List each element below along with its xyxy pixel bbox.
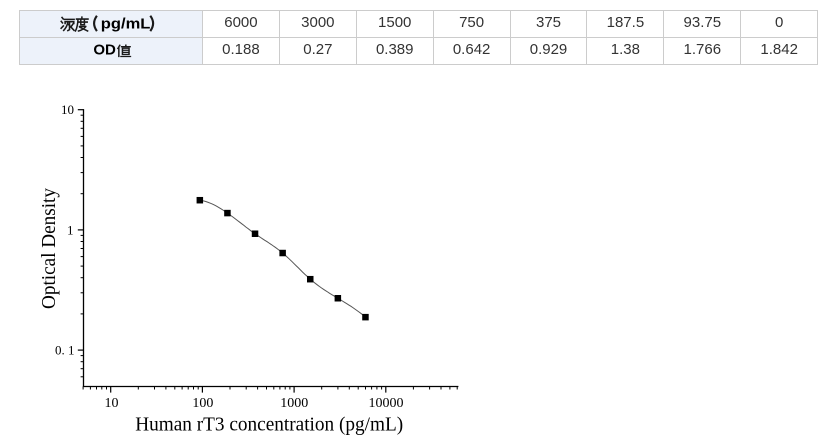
svg-text:10: 10 — [61, 102, 74, 117]
svg-text:10000: 10000 — [369, 396, 404, 411]
svg-text:100: 100 — [192, 396, 213, 411]
svg-text:1000: 1000 — [280, 396, 308, 411]
svg-text:0. 1: 0. 1 — [55, 342, 75, 357]
svg-text:Optical Density: Optical Density — [38, 188, 60, 309]
svg-text:1: 1 — [67, 222, 74, 237]
svg-text:pg/mL: pg/mL — [101, 15, 151, 32]
svg-text:OD: OD — [93, 42, 116, 59]
svg-text:Human rT3 concentration (pg/mL: Human rT3 concentration (pg/mL) — [135, 414, 403, 436]
svg-text:10: 10 — [105, 396, 119, 411]
